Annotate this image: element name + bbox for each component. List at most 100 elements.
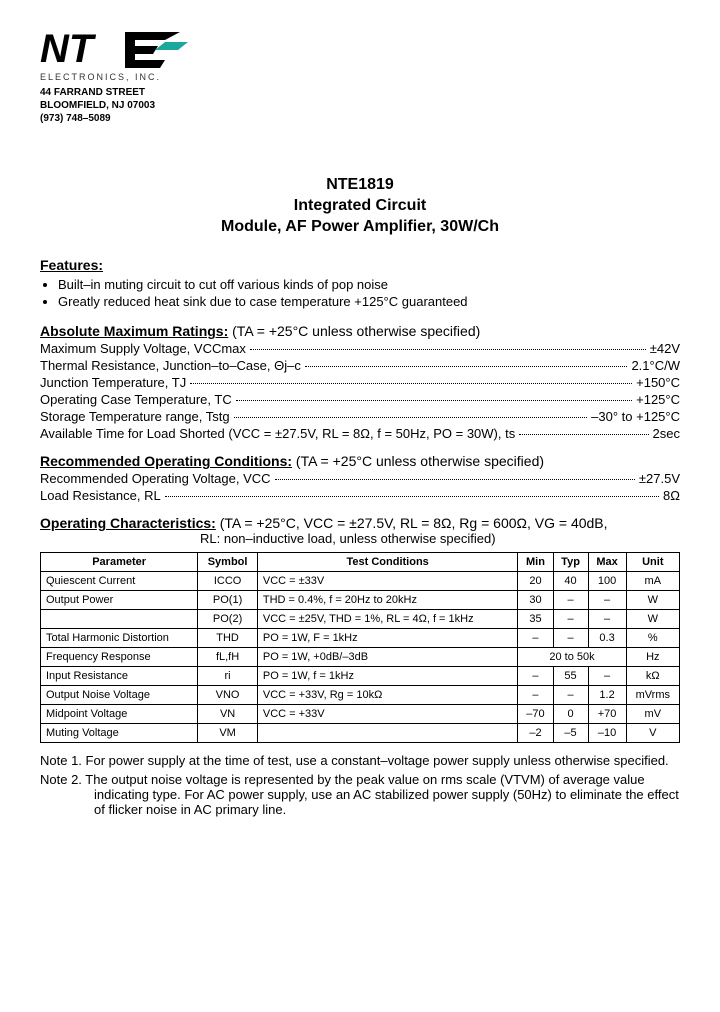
nte-logo: NT bbox=[40, 30, 190, 70]
cell-unit: kΩ bbox=[626, 667, 679, 686]
cell-typ: – bbox=[553, 686, 588, 705]
cell-unit: Hz bbox=[626, 648, 679, 667]
op-char-subcond: RL: non–inductive load, unless otherwise… bbox=[200, 531, 680, 546]
cell-unit: V bbox=[626, 724, 679, 743]
cell-conditions: PO = 1W, +0dB/–3dB bbox=[257, 648, 518, 667]
cell-parameter: Total Harmonic Distortion bbox=[41, 629, 198, 648]
table-row: Muting VoltageVM–2–5–10V bbox=[41, 724, 680, 743]
op-char-section: Operating Characteristics: (TA = +25°C, … bbox=[40, 515, 680, 743]
addr-line-3: (973) 748–5089 bbox=[40, 112, 680, 125]
cell-conditions: VCC = +33V bbox=[257, 705, 518, 724]
cell-min: – bbox=[518, 629, 553, 648]
company-subtitle: ELECTRONICS, INC. bbox=[40, 72, 680, 82]
rating-row: Available Time for Load Shorted (VCC = ±… bbox=[40, 426, 680, 441]
cell-conditions: THD = 0.4%, f = 20Hz to 20kHz bbox=[257, 591, 518, 610]
cell-min: 30 bbox=[518, 591, 553, 610]
table-row: Midpoint VoltageVNVCC = +33V–700+70mV bbox=[41, 705, 680, 724]
cell-symbol: VM bbox=[198, 724, 258, 743]
cell-parameter: Output Noise Voltage bbox=[41, 686, 198, 705]
cell-parameter: Midpoint Voltage bbox=[41, 705, 198, 724]
cell-conditions: VCC = ±25V, THD = 1%, RL = 4Ω, f = 1kHz bbox=[257, 610, 518, 629]
rating-row: Maximum Supply Voltage, VCCmax±42V bbox=[40, 341, 680, 356]
table-row: Frequency ResponsefL,fHPO = 1W, +0dB/–3d… bbox=[41, 648, 680, 667]
cell-typ: 55 bbox=[553, 667, 588, 686]
cell-unit: W bbox=[626, 610, 679, 629]
cell-symbol: VN bbox=[198, 705, 258, 724]
cell-unit: mV bbox=[626, 705, 679, 724]
rating-row: Junction Temperature, TJ+150°C bbox=[40, 375, 680, 390]
op-char-heading: Operating Characteristics: (TA = +25°C, … bbox=[40, 515, 680, 531]
table-row: Total Harmonic DistortionTHDPO = 1W, F =… bbox=[41, 629, 680, 648]
cell-max: +70 bbox=[588, 705, 626, 724]
note-2: Note 2. The output noise voltage is repr… bbox=[40, 772, 680, 817]
title-partno: NTE1819 bbox=[40, 175, 680, 196]
cell-conditions: VCC = +33V, Rg = 10kΩ bbox=[257, 686, 518, 705]
cell-conditions: VCC = ±33V bbox=[257, 572, 518, 591]
table-row: Output Noise VoltageVNOVCC = +33V, Rg = … bbox=[41, 686, 680, 705]
cell-unit: mA bbox=[626, 572, 679, 591]
features-list: Built–in muting circuit to cut off vario… bbox=[40, 277, 680, 309]
cell-conditions: PO = 1W, f = 1kHz bbox=[257, 667, 518, 686]
cell-min: 20 bbox=[518, 572, 553, 591]
cell-min: – bbox=[518, 667, 553, 686]
feature-item: Greatly reduced heat sink due to case te… bbox=[58, 294, 680, 309]
col-symbol: Symbol bbox=[198, 553, 258, 572]
cell-max: 1.2 bbox=[588, 686, 626, 705]
cell-symbol: PO(2) bbox=[198, 610, 258, 629]
cell-typ: 40 bbox=[553, 572, 588, 591]
cell-symbol: PO(1) bbox=[198, 591, 258, 610]
cell-typ: – bbox=[553, 629, 588, 648]
cell-symbol: ICCO bbox=[198, 572, 258, 591]
col-parameter: Parameter bbox=[41, 553, 198, 572]
cell-typ: 0 bbox=[553, 705, 588, 724]
addr-line-2: BLOOMFIELD, NJ 07003 bbox=[40, 99, 680, 112]
features-section: Features: Built–in muting circuit to cut… bbox=[40, 257, 680, 309]
table-row: Input ResistanceriPO = 1W, f = 1kHz–55–k… bbox=[41, 667, 680, 686]
document-title: NTE1819 Integrated Circuit Module, AF Po… bbox=[40, 175, 680, 237]
col-unit: Unit bbox=[626, 553, 679, 572]
notes-section: Note 1. For power supply at the time of … bbox=[40, 753, 680, 817]
feature-item: Built–in muting circuit to cut off vario… bbox=[58, 277, 680, 292]
cell-parameter bbox=[41, 610, 198, 629]
col-conditions: Test Conditions bbox=[257, 553, 518, 572]
cell-max: 0.3 bbox=[588, 629, 626, 648]
spec-table: Parameter Symbol Test Conditions Min Typ… bbox=[40, 552, 680, 743]
addr-line-1: 44 FARRAND STREET bbox=[40, 86, 680, 99]
table-row: Output PowerPO(1)THD = 0.4%, f = 20Hz to… bbox=[41, 591, 680, 610]
cell-parameter: Output Power bbox=[41, 591, 198, 610]
cell-min: – bbox=[518, 686, 553, 705]
cell-symbol: VNO bbox=[198, 686, 258, 705]
cell-parameter: Quiescent Current bbox=[41, 572, 198, 591]
title-desc: Module, AF Power Amplifier, 30W/Ch bbox=[40, 217, 680, 238]
cell-symbol: ri bbox=[198, 667, 258, 686]
rating-row: Storage Temperature range, Tstg–30° to +… bbox=[40, 409, 680, 424]
cell-max: – bbox=[588, 667, 626, 686]
svg-text:NT: NT bbox=[40, 30, 97, 70]
cell-max: – bbox=[588, 591, 626, 610]
cell-min: –2 bbox=[518, 724, 553, 743]
cell-unit: mVrms bbox=[626, 686, 679, 705]
title-type: Integrated Circuit bbox=[40, 196, 680, 217]
cell-typ: – bbox=[553, 591, 588, 610]
abs-max-heading: Absolute Maximum Ratings: (TA = +25°C un… bbox=[40, 323, 680, 339]
cell-max: 100 bbox=[588, 572, 626, 591]
table-header-row: Parameter Symbol Test Conditions Min Typ… bbox=[41, 553, 680, 572]
cell-unit: W bbox=[626, 591, 679, 610]
cell-symbol: THD bbox=[198, 629, 258, 648]
col-min: Min bbox=[518, 553, 553, 572]
rec-op-heading: Recommended Operating Conditions: (TA = … bbox=[40, 453, 680, 469]
table-row: PO(2)VCC = ±25V, THD = 1%, RL = 4Ω, f = … bbox=[41, 610, 680, 629]
logo-block: NT ELECTRONICS, INC. 44 FARRAND STREET B… bbox=[40, 30, 680, 125]
cell-min: –70 bbox=[518, 705, 553, 724]
cell-typ: – bbox=[553, 610, 588, 629]
abs-max-section: Absolute Maximum Ratings: (TA = +25°C un… bbox=[40, 323, 680, 441]
cell-parameter: Frequency Response bbox=[41, 648, 198, 667]
cell-range: 20 to 50k bbox=[518, 648, 626, 667]
rating-row: Thermal Resistance, Junction–to–Case, Θj… bbox=[40, 358, 680, 373]
features-heading: Features: bbox=[40, 257, 103, 273]
cell-max: –10 bbox=[588, 724, 626, 743]
cell-conditions: PO = 1W, F = 1kHz bbox=[257, 629, 518, 648]
cell-conditions bbox=[257, 724, 518, 743]
cell-parameter: Muting Voltage bbox=[41, 724, 198, 743]
rating-row: Recommended Operating Voltage, VCC±27.5V bbox=[40, 471, 680, 486]
